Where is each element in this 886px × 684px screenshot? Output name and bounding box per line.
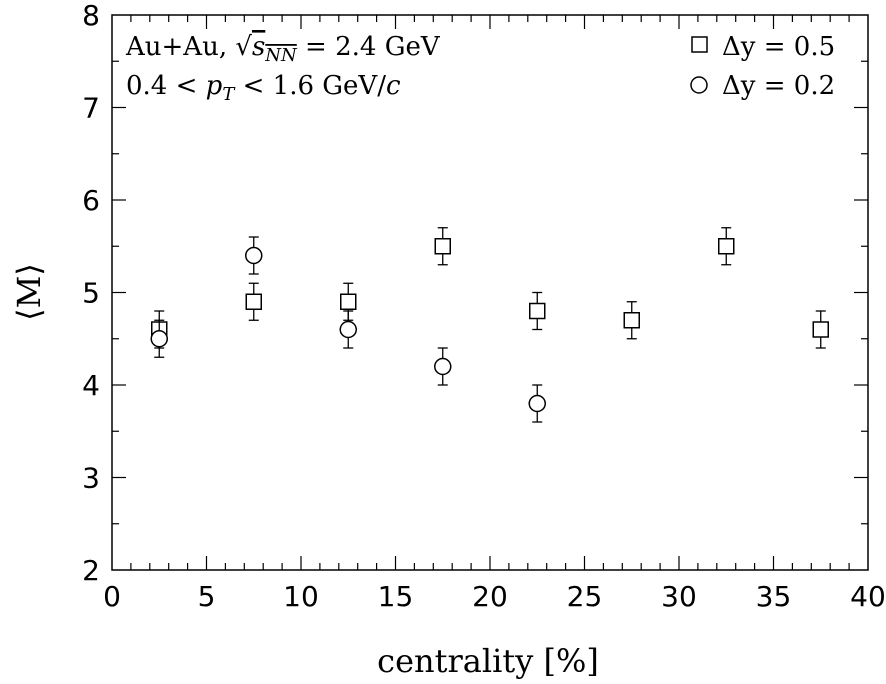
- annotation-collision: Au+Au, √sNN = 2.4 GeV: [125, 32, 441, 66]
- annotation: Au+Au, √sNN = 2.4 GeV 0.4 < pT < 1.6 GeV…: [125, 32, 441, 105]
- x-tick-label: 30: [661, 580, 697, 613]
- data-point-square: [529, 302, 546, 320]
- data-point-square: [623, 312, 640, 329]
- y-tick-label: 3: [82, 462, 100, 495]
- data-point-circle: [528, 394, 546, 413]
- data-point-circle: [150, 330, 168, 348]
- data-point-circle: [245, 246, 263, 265]
- x-tick-label: 20: [472, 580, 508, 613]
- x-tick-label: 0: [103, 580, 121, 613]
- y-tick-label: 8: [82, 0, 100, 32]
- data-point-square: [434, 238, 451, 255]
- data-points: [150, 227, 829, 423]
- plot-frame: [111, 14, 869, 571]
- y-tick-label: 4: [82, 369, 100, 402]
- y-tick-label: 7: [82, 92, 100, 125]
- data-point-square: [718, 238, 735, 255]
- data-point-square: [812, 321, 829, 338]
- series-dy05: [151, 227, 829, 349]
- data-point-circle: [434, 357, 452, 376]
- y-tick-label: 2: [82, 554, 100, 587]
- legend-marker-square: [691, 36, 708, 53]
- legend: Δy = 0.5 Δy = 0.2: [690, 32, 835, 101]
- legend-label-dy02: Δy = 0.2: [722, 71, 835, 101]
- y-axis-label: ⟨M⟩: [10, 263, 48, 321]
- y-tick-label: 6: [82, 184, 100, 217]
- data-point-circle: [339, 320, 357, 339]
- x-axis-label: centrality [%]: [377, 642, 599, 680]
- x-tick-label: 15: [378, 580, 414, 613]
- x-tick-label: 5: [198, 580, 216, 613]
- x-tick-label: 35: [756, 580, 792, 613]
- legend-label-dy05: Δy = 0.5: [722, 32, 835, 62]
- x-tick-label: 25: [567, 580, 603, 613]
- annotation-pt-range: 0.4 < pT < 1.6 GeV/c: [126, 71, 401, 105]
- series-dy02: [150, 236, 546, 423]
- axis-ticks: 0 5 10 15 20 25 30 35 40 2 3 4 5 6 7 8: [82, 0, 886, 613]
- legend-marker-circle: [690, 76, 708, 94]
- data-point-square: [340, 293, 357, 310]
- y-tick-label: 5: [82, 277, 100, 310]
- data-point-square: [245, 293, 262, 310]
- x-tick-label: 40: [850, 580, 886, 613]
- x-tick-label: 10: [283, 580, 319, 613]
